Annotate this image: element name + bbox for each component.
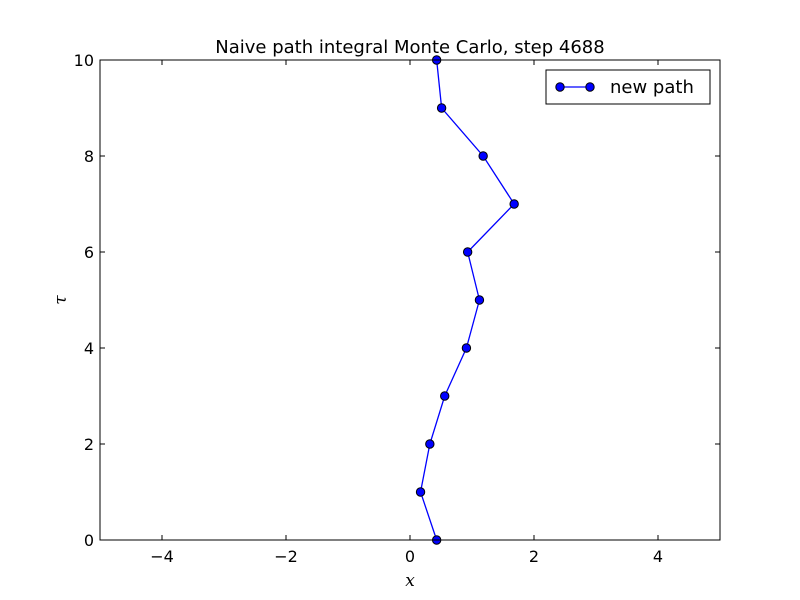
data-point bbox=[474, 295, 485, 305]
legend-point-marker bbox=[585, 82, 595, 92]
legend: new path bbox=[545, 69, 711, 105]
x-tick-label: 2 bbox=[529, 547, 539, 566]
legend-point-marker bbox=[555, 82, 565, 92]
x-tick-label: 0 bbox=[405, 547, 415, 566]
y-axis-label: τ bbox=[51, 295, 71, 305]
series-line bbox=[419, 59, 515, 541]
x-tick-label: 4 bbox=[653, 547, 663, 566]
y-tick-label: 2 bbox=[84, 435, 94, 454]
plot-frame bbox=[99, 59, 721, 541]
x-axis-label: x bbox=[405, 571, 415, 591]
x-tick-label: −4 bbox=[150, 547, 174, 566]
data-point bbox=[415, 487, 426, 497]
y-tick-label: 6 bbox=[84, 243, 94, 262]
chart-title: Naive path integral Monte Carlo, step 46… bbox=[215, 37, 604, 58]
data-point bbox=[425, 439, 435, 449]
y-tick-label: 10 bbox=[74, 51, 94, 70]
data-point bbox=[461, 343, 472, 353]
data-point bbox=[462, 247, 473, 257]
y-tick-label: 4 bbox=[84, 339, 94, 358]
y-tick-label: 0 bbox=[84, 531, 94, 550]
data-point bbox=[478, 151, 488, 161]
y-tick-label: 8 bbox=[84, 147, 94, 166]
series-layer bbox=[415, 55, 519, 545]
tick-labels: −4 −2 0 2 4 0 2 4 6 8 10 bbox=[74, 51, 663, 566]
x-tick-label: −2 bbox=[274, 547, 298, 566]
data-point bbox=[440, 391, 450, 401]
data-point bbox=[436, 103, 447, 113]
ticks bbox=[100, 59, 720, 541]
data-point bbox=[509, 199, 519, 209]
legend-label: new path bbox=[610, 77, 694, 98]
